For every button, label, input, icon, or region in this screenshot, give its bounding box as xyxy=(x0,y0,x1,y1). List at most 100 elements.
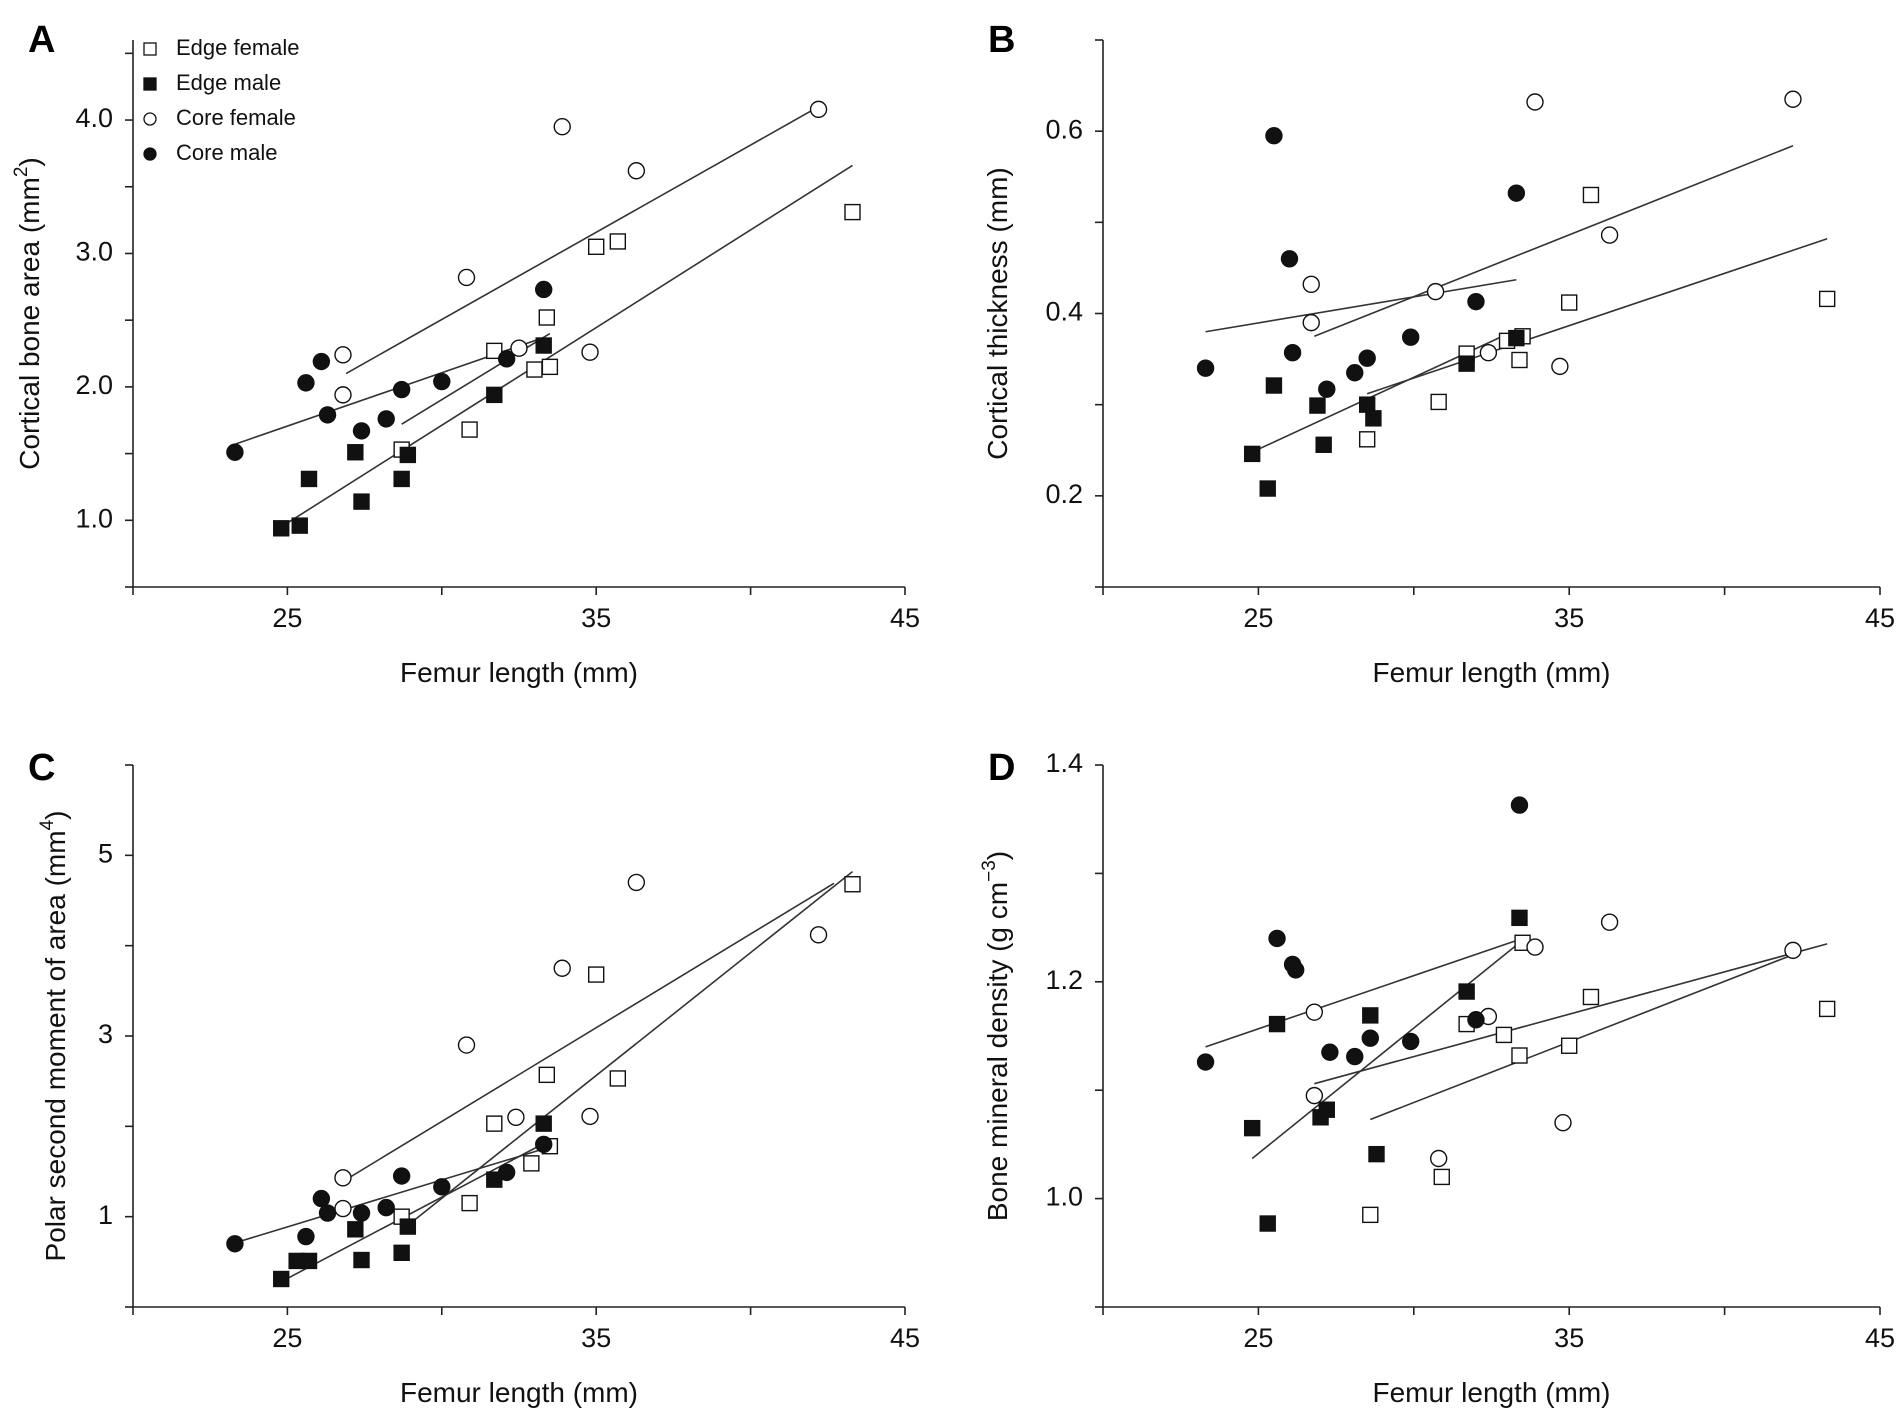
data-point xyxy=(1582,186,1600,204)
data-point xyxy=(1265,377,1283,394)
y-tick-label: 1 xyxy=(98,1200,113,1230)
data-point xyxy=(1318,1101,1335,1118)
legend-marker xyxy=(143,77,157,91)
fit-line-open-square xyxy=(401,870,854,1231)
series-filled-square xyxy=(1243,329,1525,497)
series-filled-circle xyxy=(1196,796,1529,1071)
data-point xyxy=(1582,988,1600,1006)
data-point xyxy=(1526,93,1544,111)
data-point xyxy=(1784,90,1802,108)
x-tick-label: 35 xyxy=(1554,1323,1584,1353)
data-point xyxy=(1268,1015,1286,1033)
data-point xyxy=(318,1204,337,1222)
data-point xyxy=(291,517,308,534)
data-point xyxy=(273,1270,290,1288)
series-open-circle xyxy=(1302,90,1802,376)
legend-marker xyxy=(143,147,157,161)
legend-label: Edge female xyxy=(176,35,300,60)
x-axis-label: Femur length (mm) xyxy=(400,657,638,688)
legend-item: Core male xyxy=(143,140,277,165)
legend-item: Edge male xyxy=(143,70,281,95)
data-point xyxy=(1315,436,1332,453)
data-point xyxy=(588,966,605,983)
panel-d-bone-mineral-density: D 25 35 45 1.0 1.2 1.4 Femur length (mm) Bone mi… xyxy=(979,747,1896,1408)
data-point xyxy=(1508,329,1525,347)
fit-line-open-circle xyxy=(1314,145,1794,338)
data-point xyxy=(1433,1168,1450,1186)
data-point xyxy=(538,309,555,326)
data-point xyxy=(1280,250,1299,268)
data-point xyxy=(1554,1114,1572,1132)
data-point xyxy=(1305,1003,1324,1021)
data-point xyxy=(1458,983,1475,1000)
data-point xyxy=(347,444,364,461)
fit-line-open-circle xyxy=(342,882,835,1183)
data-point xyxy=(377,410,395,428)
data-point xyxy=(1600,913,1619,931)
data-point xyxy=(433,1178,451,1196)
x-tick-label: 25 xyxy=(1243,603,1273,633)
series-filled-square xyxy=(273,1115,552,1288)
panel-a-cortical-bone-area: A 25 35 45 1.0 2.0 3.0 4.0 Femur length (mm) Cort… xyxy=(11,19,921,688)
legend-marker xyxy=(143,42,157,56)
data-point xyxy=(226,1235,244,1253)
y-tick-label: 3.0 xyxy=(75,237,113,267)
data-point xyxy=(1318,380,1336,398)
data-point xyxy=(535,1115,552,1132)
x-tick-label: 45 xyxy=(1865,1323,1895,1353)
data-point xyxy=(399,446,417,464)
data-point xyxy=(1495,1026,1513,1044)
data-point xyxy=(541,358,559,376)
data-point xyxy=(535,1135,553,1154)
data-point xyxy=(1362,1206,1379,1224)
data-point xyxy=(1818,290,1836,308)
data-point xyxy=(300,1252,318,1270)
series-filled-square xyxy=(273,337,552,537)
data-point xyxy=(1268,929,1286,948)
legend-label: Core male xyxy=(176,140,277,165)
x-axis-label: Femur length (mm) xyxy=(400,1377,638,1408)
fit-line-filled-circle xyxy=(234,1148,544,1244)
data-point xyxy=(1818,1000,1836,1018)
data-point xyxy=(1429,1149,1448,1168)
data-point xyxy=(486,1171,503,1188)
x-tick-label: 25 xyxy=(272,603,302,633)
y-tick-label: 0.6 xyxy=(1045,114,1083,144)
fit-line-filled-square xyxy=(1251,942,1520,1160)
legend-label: Core female xyxy=(176,105,296,130)
panel-label: A xyxy=(28,19,55,61)
data-point xyxy=(486,342,503,360)
data-point xyxy=(312,352,331,371)
data-point xyxy=(1511,1047,1528,1064)
data-point xyxy=(1560,294,1578,311)
data-point xyxy=(538,1066,555,1084)
data-point xyxy=(1511,909,1528,927)
data-point xyxy=(1243,445,1261,463)
y-axis-label: Polar second moment of area (mm4) xyxy=(37,811,72,1262)
data-point xyxy=(809,926,828,944)
data-point xyxy=(1361,1029,1379,1047)
y-tick-label: 1.0 xyxy=(75,503,113,533)
fit-line-filled-circle xyxy=(1205,938,1520,1048)
y-tick-label: 4.0 xyxy=(75,103,113,133)
data-point xyxy=(1358,396,1376,413)
data-point xyxy=(1286,961,1305,979)
data-point xyxy=(1259,1215,1276,1232)
data-point xyxy=(1560,1037,1578,1054)
x-tick-label: 35 xyxy=(1554,603,1584,633)
series-open-square xyxy=(1362,934,1836,1224)
x-tick-label: 45 xyxy=(1865,603,1895,633)
legend-item: Edge female xyxy=(143,35,300,60)
data-point xyxy=(1600,226,1619,244)
data-point xyxy=(273,520,290,537)
data-point xyxy=(226,443,244,461)
data-point xyxy=(497,1163,516,1182)
legend-item: Core female xyxy=(143,105,296,130)
y-axis-label: Bone mineral density (g cm−3) xyxy=(979,851,1014,1221)
data-point xyxy=(1196,359,1215,377)
data-point xyxy=(461,1194,478,1212)
series-filled-square xyxy=(1243,909,1528,1232)
x-axis-label: Femur length (mm) xyxy=(1372,1377,1610,1408)
